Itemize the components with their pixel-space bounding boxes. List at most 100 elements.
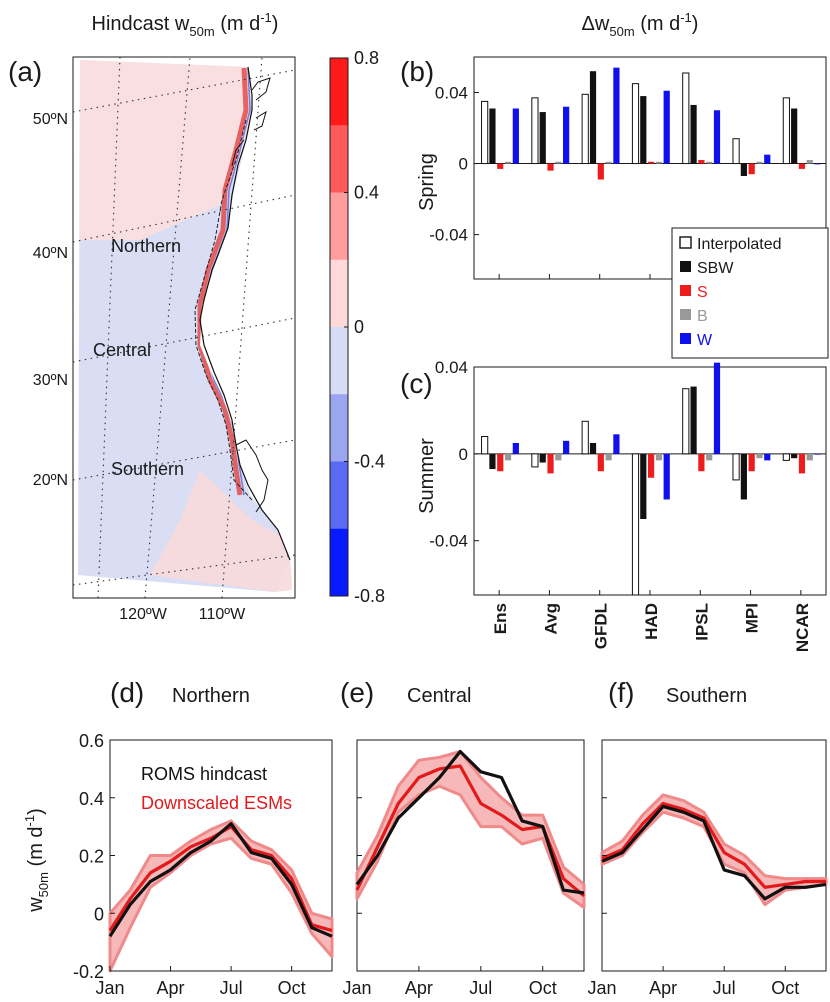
bar-w xyxy=(613,67,620,164)
bar-interpolated xyxy=(631,83,640,165)
bar-sbw xyxy=(690,386,697,454)
bar-sbw xyxy=(589,71,597,164)
bar-sbw xyxy=(640,453,647,519)
bar-b xyxy=(504,453,512,461)
bar-w xyxy=(713,110,721,164)
isobath xyxy=(194,119,253,501)
panel-a: Hindcast w50m (m d-1) (a) xyxy=(8,10,385,623)
bar-s xyxy=(648,161,655,164)
bar-s xyxy=(748,163,755,175)
x-tick-label: Oct xyxy=(278,978,306,998)
legend-swatch-s xyxy=(680,285,691,296)
category-label: IPSL xyxy=(692,603,711,641)
bar-b xyxy=(504,161,512,164)
bar-b xyxy=(555,453,562,461)
panel-d-letter: (d) xyxy=(110,677,144,708)
bar-interpolated xyxy=(682,72,690,165)
bar-interpolated xyxy=(481,100,489,165)
panel-c-letter: (c) xyxy=(400,368,433,399)
bar-sbw xyxy=(690,104,697,164)
bar-b xyxy=(806,160,813,164)
colorbar-segment xyxy=(330,259,348,328)
region-label-southern: Southern xyxy=(111,459,184,479)
bar-s xyxy=(547,163,554,171)
legend-label-b: B xyxy=(697,308,708,325)
x-tick-label: Jan xyxy=(587,978,616,998)
legend-swatch-interpolated xyxy=(679,236,692,249)
category-label: MPI xyxy=(743,603,762,633)
bar-interpolated xyxy=(732,138,740,165)
legend-label-esm: Downscaled ESMs xyxy=(141,793,292,813)
colorbar-tick-label: 0 xyxy=(354,317,364,337)
x-tick-label: Jul xyxy=(469,978,492,998)
category-label: Ens xyxy=(491,603,510,634)
legend-swatch-b xyxy=(680,309,691,320)
lat-label: 50ºN xyxy=(33,111,68,128)
bar-sbw xyxy=(489,453,496,470)
bar-w xyxy=(663,453,670,500)
hindcast-line xyxy=(355,749,585,895)
bar-interpolated xyxy=(782,453,790,461)
map-lon-labels: 120ºW 110ºW xyxy=(119,606,246,623)
colorbar-tick-label: 0.8 xyxy=(354,48,379,68)
y-tick-label: -0.04 xyxy=(429,532,468,551)
bar-b xyxy=(706,453,713,461)
bar-s xyxy=(748,453,755,472)
colorbar-tick-label: -0.4 xyxy=(354,452,385,472)
bar-interpolated xyxy=(732,453,740,481)
bar-w xyxy=(613,434,620,454)
bar-b xyxy=(655,453,662,461)
bar-s xyxy=(497,453,504,472)
hindcast-map: Northern Central Southern xyxy=(73,57,295,598)
bar-w xyxy=(764,453,771,461)
hindcast-line xyxy=(601,804,827,901)
panel-a-letter: (a) xyxy=(8,56,42,87)
bar-w xyxy=(764,154,771,164)
esm-mean-line xyxy=(601,801,826,889)
panel-e-letter: (e) xyxy=(340,677,374,708)
bar-w xyxy=(814,453,821,455)
bar-interpolated xyxy=(581,93,589,165)
y-tick-label: 0.4 xyxy=(79,789,104,809)
bar-b xyxy=(756,453,763,459)
region-label-central: Central xyxy=(93,340,151,360)
line-legend: ROMS hindcast Downscaled ESMs xyxy=(141,764,292,813)
graticule xyxy=(73,57,295,598)
bar-s xyxy=(597,163,604,180)
y-tick-label: 0.2 xyxy=(79,847,104,867)
bar-b xyxy=(655,161,662,164)
category-label: HAD xyxy=(642,603,661,640)
y-tick-label: 0.6 xyxy=(79,731,104,751)
x-tick-label: Apr xyxy=(405,978,433,998)
x-tick-label: Apr xyxy=(649,978,677,998)
colorbar-segment xyxy=(330,327,348,395)
legend-label-sbw: SBW xyxy=(697,260,734,277)
bar-s xyxy=(497,163,504,169)
bar-interpolated xyxy=(481,435,489,455)
bar-sbw xyxy=(539,453,546,463)
bar-s xyxy=(597,453,604,472)
coastline xyxy=(199,66,291,561)
legend-swatch-sbw xyxy=(680,261,691,272)
colorbar-segment xyxy=(330,192,348,261)
legend-label-s: S xyxy=(697,284,708,301)
bar-w xyxy=(563,440,570,454)
bar-sbw xyxy=(740,163,747,176)
x-tick-label: Jan xyxy=(342,978,371,998)
bar-b xyxy=(605,161,612,164)
x-tick-label: Jan xyxy=(95,978,124,998)
hindcast-line xyxy=(108,822,333,938)
legend-label-hindcast: ROMS hindcast xyxy=(141,764,267,784)
y-tick-label: 0.04 xyxy=(435,358,468,377)
map-lat-labels: 50ºN 40ºN 30ºN 20ºN xyxy=(33,111,68,489)
legend-swatch-w xyxy=(680,333,691,344)
panel-f: (f) Southern Jan Apr Jul Oct xyxy=(587,677,828,998)
x-tick-label: Apr xyxy=(157,978,185,998)
bar-interpolated xyxy=(631,453,640,596)
bar-sbw xyxy=(740,453,747,500)
bar-s xyxy=(547,453,554,474)
bar-b xyxy=(605,453,612,461)
y-tick-label: 0 xyxy=(459,155,468,174)
lat-label: 30ºN xyxy=(33,372,68,389)
panel-c: (c) Summer 0.04 0 -0.04 Ens Avg GFDL HAD IPSL MP… xyxy=(400,358,827,652)
